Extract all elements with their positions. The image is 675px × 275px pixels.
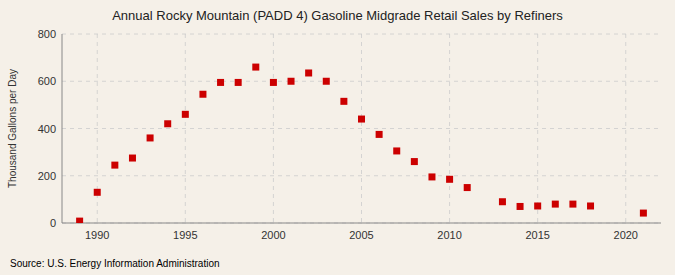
point xyxy=(411,158,418,165)
point xyxy=(164,120,171,127)
x-tick-label: 1990 xyxy=(85,229,109,241)
point xyxy=(640,210,647,217)
x-grid-line xyxy=(273,34,274,223)
x-grid-line xyxy=(625,34,626,223)
points xyxy=(76,64,647,223)
y-grid-line xyxy=(62,81,661,82)
chart-svg: Annual Rocky Mountain (PADD 4) Gasoline … xyxy=(0,0,675,275)
y-tick-label: 200 xyxy=(38,170,56,182)
x-grid-line xyxy=(185,34,186,223)
background xyxy=(0,0,675,275)
point xyxy=(358,116,365,123)
point xyxy=(534,202,541,209)
x-tick-label: 1995 xyxy=(173,229,197,241)
point xyxy=(147,134,154,141)
point xyxy=(235,79,242,86)
point xyxy=(552,201,559,208)
x-tick-label: 2015 xyxy=(525,229,549,241)
point xyxy=(569,201,576,208)
point xyxy=(428,173,435,180)
x-axis-line xyxy=(62,223,661,224)
x-tick-label: 2010 xyxy=(437,229,461,241)
point xyxy=(323,78,330,85)
y-tick-label: 800 xyxy=(38,28,56,40)
y-axis-label: Thousand Gallons per Day xyxy=(7,69,18,188)
point xyxy=(94,189,101,196)
y-tick-label: 400 xyxy=(38,123,56,135)
x-tick-label: 2005 xyxy=(349,229,373,241)
point xyxy=(340,98,347,105)
x-tick-label: 2020 xyxy=(614,229,638,241)
point xyxy=(111,162,118,169)
chart-container: Annual Rocky Mountain (PADD 4) Gasoline … xyxy=(0,0,675,275)
y-grid-line xyxy=(62,223,661,224)
point xyxy=(252,64,259,71)
y-grid-line xyxy=(62,128,661,129)
title: Annual Rocky Mountain (PADD 4) Gasoline … xyxy=(112,8,563,23)
point xyxy=(288,78,295,85)
point xyxy=(217,79,224,86)
point xyxy=(129,155,136,162)
point xyxy=(76,218,83,223)
point xyxy=(517,203,524,210)
point xyxy=(199,91,206,98)
x-grid-line xyxy=(361,34,362,223)
point xyxy=(393,147,400,154)
point xyxy=(587,202,594,209)
y-axis-line xyxy=(62,34,63,223)
x-grid-line xyxy=(537,34,538,223)
point xyxy=(446,176,453,183)
x-tick-label: 2000 xyxy=(261,229,285,241)
point xyxy=(182,111,189,118)
y-grid-line xyxy=(62,175,661,176)
point xyxy=(464,184,471,191)
x-grid-line xyxy=(449,34,450,223)
point xyxy=(305,69,312,76)
point xyxy=(376,131,383,138)
y-tick-label: 600 xyxy=(38,75,56,87)
point xyxy=(270,79,277,86)
y-tick-label: 0 xyxy=(50,217,56,229)
point xyxy=(499,198,506,205)
source-note: Source: U.S. Energy Information Administ… xyxy=(10,258,220,269)
grid xyxy=(62,34,661,223)
